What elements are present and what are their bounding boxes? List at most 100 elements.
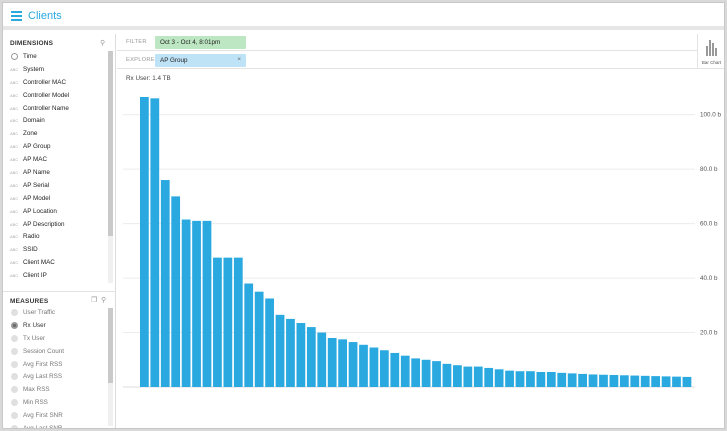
bar[interactable] [171, 196, 181, 388]
radio-icon[interactable] [11, 334, 18, 342]
bar[interactable] [515, 371, 525, 387]
dimension-item[interactable]: ABC AP Name [3, 167, 107, 180]
bar[interactable] [140, 96, 149, 388]
radio-icon[interactable] [11, 399, 18, 407]
search-icon[interactable]: ⚲ [100, 40, 106, 47]
measure-item[interactable]: Avg Last SNR [3, 422, 107, 428]
dimension-item[interactable]: ABC Controller Name [3, 103, 107, 116]
bar[interactable] [390, 352, 400, 387]
measures-scrollbar-thumb[interactable] [108, 308, 113, 383]
dimension-item[interactable]: ABC Domain [3, 115, 107, 128]
bar[interactable] [536, 372, 546, 387]
search-icon[interactable]: ⚲ [101, 297, 107, 304]
bar[interactable] [672, 376, 681, 387]
dimension-item[interactable]: ABC System [3, 64, 107, 77]
bar[interactable] [421, 359, 431, 387]
bar[interactable] [619, 375, 629, 387]
radio-icon[interactable] [11, 347, 18, 355]
bar[interactable] [640, 375, 650, 387]
bar[interactable] [505, 370, 514, 387]
measure-item[interactable]: Avg First SNR [3, 409, 107, 422]
dimension-item[interactable]: Time [3, 51, 107, 64]
copy-icon[interactable]: ❐ [91, 297, 98, 304]
measure-item[interactable]: Avg Last RSS [3, 370, 107, 383]
dimension-item[interactable]: ABC Controller Model [3, 90, 107, 103]
dimension-item[interactable]: ABC Radio [3, 231, 107, 244]
bar[interactable] [369, 347, 379, 387]
bar[interactable] [286, 318, 295, 387]
measure-item[interactable]: Session Count [3, 345, 107, 358]
bar[interactable] [682, 376, 692, 387]
bar[interactable] [160, 180, 170, 387]
filter-pill[interactable]: Oct 3 - Oct 4, 8:01pm [155, 36, 246, 49]
measure-item[interactable]: Rx User [3, 319, 107, 332]
bar[interactable] [484, 367, 494, 387]
dimensions-scrollbar[interactable] [108, 51, 113, 283]
hamburger-menu-icon[interactable] [11, 11, 22, 21]
bar[interactable] [526, 371, 535, 387]
radio-icon[interactable] [11, 360, 18, 368]
bar[interactable] [181, 219, 191, 387]
bar[interactable] [317, 332, 327, 387]
bar[interactable] [306, 327, 316, 387]
bar[interactable] [442, 363, 452, 387]
radio-icon[interactable] [11, 386, 18, 394]
bar-chart[interactable]: 20.0 b 40.0 b 60.0 b 80.0 b 100.0 b [117, 70, 724, 428]
radio-icon[interactable] [11, 309, 18, 316]
dimension-item[interactable]: ABC AP Model [3, 193, 107, 206]
bar[interactable] [327, 337, 337, 387]
bar[interactable] [244, 283, 254, 387]
bar[interactable] [494, 369, 504, 387]
bar[interactable] [296, 323, 306, 387]
measure-item[interactable]: Tx User [3, 332, 107, 345]
bar[interactable] [473, 366, 483, 387]
bar[interactable] [557, 372, 567, 387]
bar[interactable] [348, 342, 358, 387]
bar[interactable] [379, 350, 389, 387]
bar[interactable] [275, 314, 285, 387]
dimension-item[interactable]: ABC Controller MAC [3, 77, 107, 90]
bar[interactable] [453, 365, 462, 387]
bar[interactable] [630, 375, 640, 387]
bar[interactable] [411, 358, 421, 387]
bar[interactable] [150, 98, 160, 387]
dimension-item[interactable]: ABC AP MAC [3, 154, 107, 167]
dimension-item[interactable]: ABC Client IP [3, 270, 107, 283]
dimension-item[interactable]: ABC AP Group [3, 141, 107, 154]
visualization-selector[interactable]: Bar Chart [697, 34, 724, 69]
bar[interactable] [223, 257, 233, 387]
bar[interactable] [233, 257, 243, 387]
bar[interactable] [599, 374, 608, 387]
bar[interactable] [609, 375, 619, 387]
close-icon[interactable]: × [237, 56, 241, 63]
dimensions-scrollbar-thumb[interactable] [108, 51, 113, 236]
measure-item[interactable]: User Traffic [3, 306, 107, 319]
dimension-item[interactable]: ABC Client MAC [3, 257, 107, 270]
bar[interactable] [463, 366, 473, 387]
bar[interactable] [338, 339, 348, 387]
radio-icon[interactable] [11, 412, 18, 420]
bar[interactable] [661, 376, 671, 387]
measures-scrollbar[interactable] [108, 308, 113, 426]
bar[interactable] [567, 373, 577, 387]
measure-item[interactable]: Avg First RSS [3, 358, 107, 371]
bar[interactable] [202, 220, 212, 387]
dimension-item[interactable]: ABC AP Location [3, 206, 107, 219]
bar[interactable] [265, 298, 274, 388]
dimension-item[interactable]: ABC Zone [3, 128, 107, 141]
measure-item[interactable]: Min RSS [3, 396, 107, 409]
bar[interactable] [254, 291, 264, 387]
bar[interactable] [400, 355, 410, 387]
bar[interactable] [578, 373, 587, 387]
dimension-item[interactable]: ABC AP Description [3, 219, 107, 232]
explore-pill[interactable]: AP Group × [155, 54, 246, 67]
radio-icon[interactable] [11, 425, 18, 428]
measure-item[interactable]: Max RSS [3, 383, 107, 396]
bar[interactable] [213, 257, 222, 387]
dimension-item[interactable]: ABC AP Serial [3, 180, 107, 193]
bar[interactable] [192, 220, 201, 387]
radio-selected-icon[interactable] [11, 321, 18, 329]
bar[interactable] [359, 344, 368, 387]
bar[interactable] [432, 361, 441, 387]
radio-icon[interactable] [11, 373, 18, 381]
